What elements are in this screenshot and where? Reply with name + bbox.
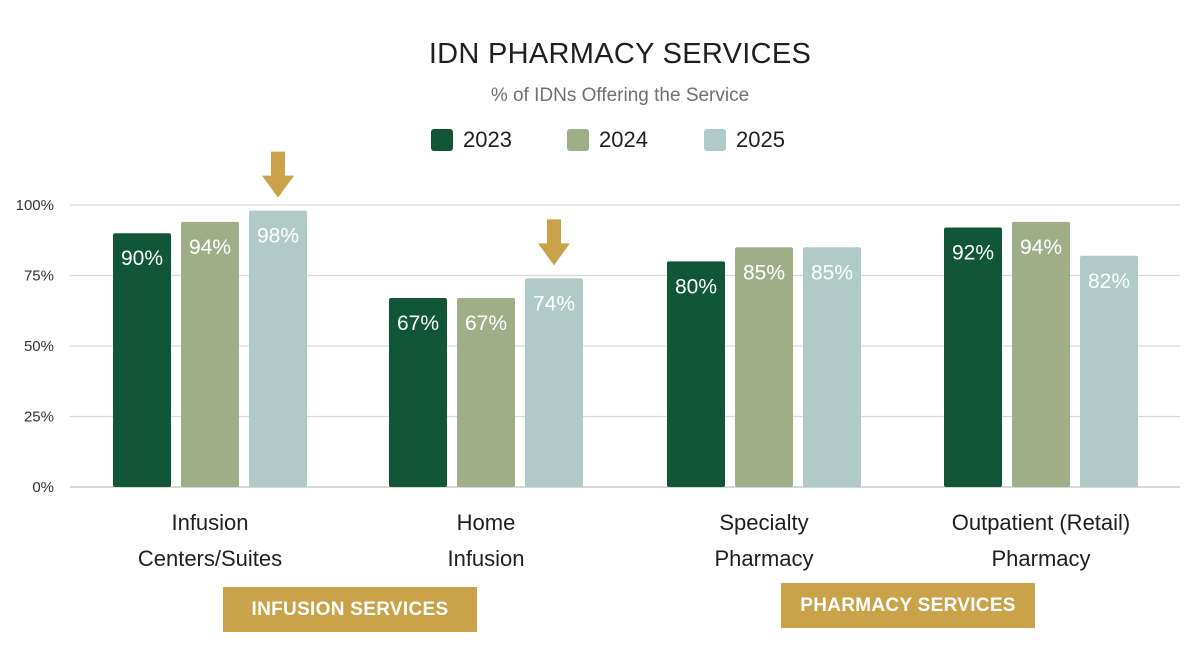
x-category-label: Infusion Centers/Suites [138,510,282,571]
legend-item-2025: 2025 [704,127,785,153]
y-tick-label: 0% [32,479,54,496]
legend-item-2023: 2023 [431,127,512,153]
infusion-services-banner: INFUSION SERVICES [223,587,477,632]
bar-value-label: 94% [189,236,231,259]
x-category-label-line: Pharmacy [991,546,1090,571]
x-category-label-line: Home [457,510,516,535]
x-category-label-line: Infusion [171,510,248,535]
bar-value-label: 98% [257,225,299,248]
x-category-label-line: Centers/Suites [138,546,282,571]
down-arrow-icon [262,151,294,198]
x-category-label: Outpatient (Retail) Pharmacy [952,510,1131,571]
x-category-label-line: Pharmacy [714,546,813,571]
legend-swatch-2024 [567,129,589,151]
bar-value-label: 80% [675,275,717,298]
bar-value-label: 67% [397,312,439,335]
legend-label-2024: 2024 [599,127,648,152]
bar-value-label: 82% [1088,270,1130,293]
bar [249,210,307,487]
bar [457,298,515,487]
bar-value-label: 90% [121,247,163,270]
legend-swatch-2023 [431,129,453,151]
bar [803,247,861,487]
legend-label-2023: 2023 [463,127,512,152]
bar-value-label: 94% [1020,236,1062,259]
bar-value-label: 92% [952,242,994,265]
bar-value-label: 74% [533,292,575,315]
legend-swatch-2025 [704,129,726,151]
bar-value-label: 85% [743,261,785,284]
bar [181,221,239,488]
bar [525,278,583,487]
x-category-label: Specialty Pharmacy [714,510,813,571]
bar [389,298,447,487]
bar [667,261,725,487]
bar-value-label: 67% [465,312,507,335]
bar [113,233,171,487]
x-category-label-line: Outpatient (Retail) [952,510,1131,535]
bar-value-label: 85% [811,261,853,284]
legend-label-2025: 2025 [736,127,785,152]
bar [1012,221,1070,488]
legend: 2023 2024 2025 [0,127,1200,157]
y-tick-label: 25% [24,409,54,426]
legend-item-2024: 2024 [567,127,648,153]
y-tick-label: 50% [24,338,54,355]
bar [1080,255,1138,487]
y-tick-label: 100% [16,197,54,214]
chart-subtitle: % of IDNs Offering the Service [490,85,750,106]
x-category-label-line: Infusion [447,546,524,571]
down-arrow-icon [538,219,570,266]
bar [944,227,1002,487]
chart-title: IDN PHARMACY SERVICES [428,38,812,70]
x-category-label: Home Infusion [447,510,524,571]
pharmacy-services-banner: PHARMACY SERVICES [781,583,1035,628]
bar [735,247,793,487]
y-tick-label: 75% [24,268,54,285]
x-category-label-line: Specialty [719,510,808,535]
